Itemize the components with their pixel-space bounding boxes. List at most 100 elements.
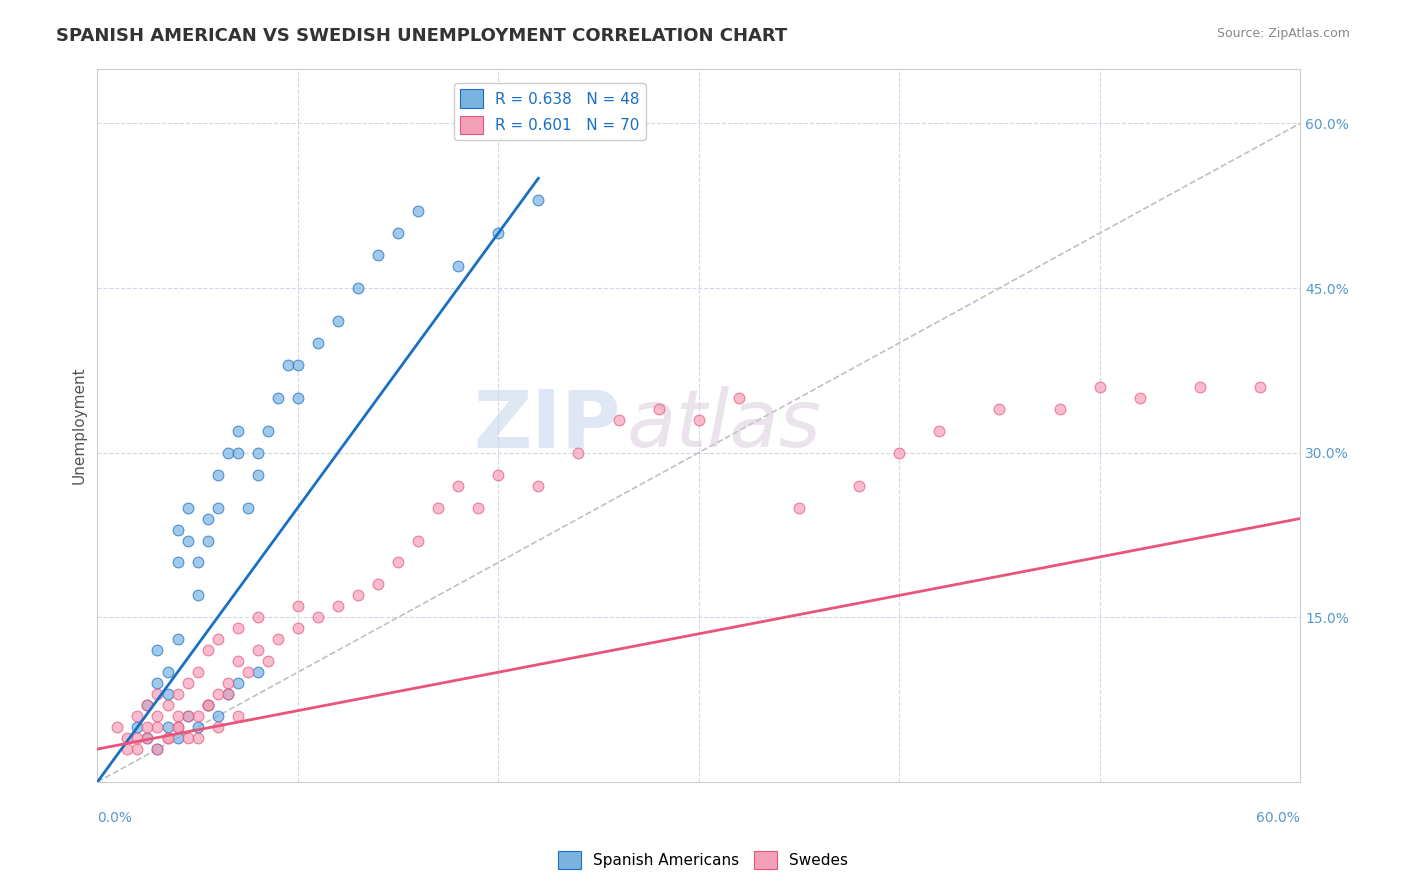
Point [217, 687, 239, 701]
Point [527, 193, 550, 207]
Point [1049, 401, 1071, 416]
Point [347, 281, 370, 295]
Point [267, 391, 290, 405]
Point [146, 676, 169, 690]
Legend: R = 0.638   N = 48, R = 0.601   N = 70: R = 0.638 N = 48, R = 0.601 N = 70 [454, 83, 645, 140]
Text: SPANISH AMERICAN VS SWEDISH UNEMPLOYMENT CORRELATION CHART: SPANISH AMERICAN VS SWEDISH UNEMPLOYMENT… [56, 27, 787, 45]
Point [326, 314, 349, 328]
Point [187, 556, 209, 570]
Point [267, 632, 290, 647]
Point [1249, 380, 1271, 394]
Point [197, 698, 219, 713]
Point [236, 665, 259, 680]
Point [156, 698, 179, 713]
Point [156, 720, 179, 734]
Point [176, 709, 198, 723]
Point [166, 632, 188, 647]
Point [187, 665, 209, 680]
Point [207, 500, 229, 515]
Legend: Spanish Americans, Swedes: Spanish Americans, Swedes [551, 845, 855, 875]
Point [146, 643, 169, 657]
Point [146, 720, 169, 734]
Point [287, 391, 309, 405]
Point [197, 698, 219, 713]
Point [166, 709, 188, 723]
Point [217, 687, 239, 701]
Point [166, 720, 188, 734]
Point [848, 478, 870, 492]
Point [246, 467, 269, 482]
Point [207, 709, 229, 723]
Point [427, 500, 450, 515]
Y-axis label: Unemployment: Unemployment [72, 367, 86, 484]
Point [928, 424, 950, 438]
Point [727, 391, 749, 405]
Point [246, 610, 269, 624]
Point [146, 687, 169, 701]
Point [146, 742, 169, 756]
Point [207, 720, 229, 734]
Point [207, 687, 229, 701]
Point [197, 511, 219, 525]
Point [176, 709, 198, 723]
Point [367, 248, 389, 262]
Point [156, 731, 179, 745]
Point [226, 424, 249, 438]
Point [387, 556, 409, 570]
Point [256, 424, 278, 438]
Point [127, 731, 149, 745]
Point [1088, 380, 1111, 394]
Point [387, 226, 409, 240]
Point [647, 401, 669, 416]
Point [406, 204, 429, 219]
Point [127, 709, 149, 723]
Point [136, 731, 159, 745]
Point [607, 413, 630, 427]
Point [406, 533, 429, 548]
Point [187, 720, 209, 734]
Point [117, 742, 139, 756]
Point [156, 687, 179, 701]
Point [447, 478, 470, 492]
Point [166, 687, 188, 701]
Point [226, 446, 249, 460]
Text: 60.0%: 60.0% [1256, 811, 1301, 824]
Point [307, 335, 329, 350]
Point [207, 632, 229, 647]
Point [287, 621, 309, 635]
Point [246, 643, 269, 657]
Point [277, 358, 299, 372]
Point [197, 533, 219, 548]
Point [287, 599, 309, 614]
Point [688, 413, 710, 427]
Point [246, 665, 269, 680]
Point [127, 742, 149, 756]
Point [1129, 391, 1152, 405]
Point [176, 731, 198, 745]
Point [146, 742, 169, 756]
Point [146, 709, 169, 723]
Point [236, 500, 259, 515]
Point [326, 599, 349, 614]
Point [176, 676, 198, 690]
Point [567, 446, 589, 460]
Point [246, 446, 269, 460]
Point [105, 720, 128, 734]
Point [486, 226, 509, 240]
Point [207, 467, 229, 482]
Point [307, 610, 329, 624]
Point [156, 731, 179, 745]
Point [176, 500, 198, 515]
Point [226, 654, 249, 668]
Point [447, 259, 470, 273]
Point [256, 654, 278, 668]
Point [486, 467, 509, 482]
Point [187, 588, 209, 602]
Point [1188, 380, 1211, 394]
Point [136, 731, 159, 745]
Point [136, 720, 159, 734]
Text: Source: ZipAtlas.com: Source: ZipAtlas.com [1216, 27, 1350, 40]
Point [176, 533, 198, 548]
Point [467, 500, 489, 515]
Point [197, 698, 219, 713]
